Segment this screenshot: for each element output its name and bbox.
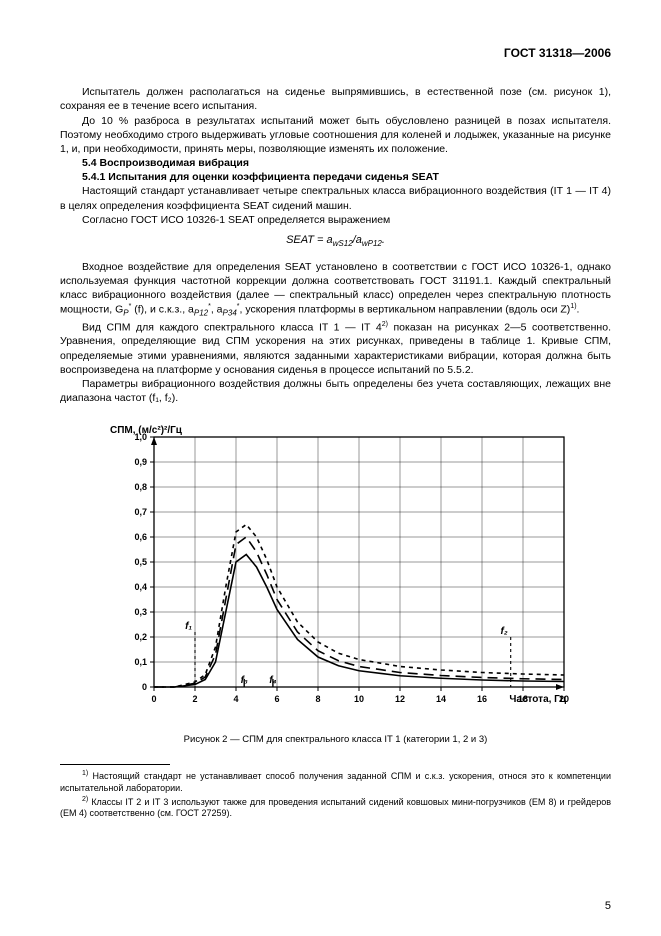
svg-text:12: 12 bbox=[394, 694, 404, 704]
svg-text:10: 10 bbox=[353, 694, 363, 704]
svg-text:0,3: 0,3 bbox=[134, 607, 147, 617]
svg-text:16: 16 bbox=[476, 694, 486, 704]
para-6: Вид СПМ для каждого спектрального класса… bbox=[60, 320, 611, 377]
para-2: До 10 % разброса в результатах испытаний… bbox=[60, 114, 611, 157]
footnote-2-text: Классы IT 2 и IT 3 используют также для … bbox=[60, 797, 611, 819]
section-5-4-1: 5.4.1 Испытания для оценки коэффициента … bbox=[60, 170, 611, 184]
para-5b: (f), и с.к.з., a bbox=[131, 304, 194, 316]
svg-text:6: 6 bbox=[274, 694, 279, 704]
para-6a: Вид СПМ для каждого спектрального класса… bbox=[82, 321, 382, 333]
para-3: Настоящий стандарт устанавливает четыре … bbox=[60, 184, 611, 212]
svg-text:0,5: 0,5 bbox=[134, 557, 147, 567]
svg-text:0,9: 0,9 bbox=[134, 457, 147, 467]
section-5-4: 5.4 Воспроизводимая вибрация bbox=[60, 156, 611, 170]
svg-text:f₁: f₁ bbox=[185, 621, 192, 632]
svg-text:14: 14 bbox=[435, 694, 445, 704]
svg-text:0,6: 0,6 bbox=[134, 532, 147, 542]
para-5d: , ускорения платформы в вертикальном нап… bbox=[240, 304, 571, 316]
svg-text:0,7: 0,7 bbox=[134, 507, 147, 517]
svg-text:0: 0 bbox=[151, 694, 156, 704]
para-4: Согласно ГОСТ ИСО 10326-1 SEAT определяе… bbox=[60, 213, 611, 227]
svg-text:0,4: 0,4 bbox=[134, 582, 147, 592]
svg-text:2: 2 bbox=[192, 694, 197, 704]
para-5c: , a bbox=[211, 304, 223, 316]
svg-text:0,2: 0,2 bbox=[134, 632, 147, 642]
svg-text:0: 0 bbox=[141, 682, 146, 692]
chart-caption: Рисунок 2 — СПМ для спектрального класса… bbox=[60, 734, 611, 747]
svg-text:f₂: f₂ bbox=[500, 626, 507, 637]
para-7: Параметры вибрационного воздействия долж… bbox=[60, 377, 611, 405]
footnote-1-text: Настоящий стандарт не устанавливает спос… bbox=[60, 771, 611, 793]
para-5e: . bbox=[577, 304, 580, 316]
seat-formula: SEAT = awS12/awP12. bbox=[60, 233, 611, 250]
para-1: Испытатель должен располагаться на сиден… bbox=[60, 85, 611, 113]
page-number: 5 bbox=[605, 899, 611, 914]
svg-text:0,8: 0,8 bbox=[134, 482, 147, 492]
spm-chart: СПМ, (м/с²)²/Гц00,10,20,30,40,50,60,70,8… bbox=[96, 419, 576, 723]
doc-code: ГОСТ 31318—2006 bbox=[60, 45, 611, 61]
footnote-1: 1) Настоящий стандарт не устанавливает с… bbox=[60, 769, 611, 794]
svg-text:0,1: 0,1 bbox=[134, 657, 147, 667]
footnote-separator bbox=[60, 764, 170, 765]
svg-text:1,0: 1,0 bbox=[134, 432, 147, 442]
footnote-2: 2) Классы IT 2 и IT 3 используют также д… bbox=[60, 795, 611, 820]
svg-text:8: 8 bbox=[315, 694, 320, 704]
svg-text:Частота, Гц: Частота, Гц bbox=[509, 694, 566, 705]
svg-text:4: 4 bbox=[233, 694, 238, 704]
para-5: Входное воздействие для определения SEAT… bbox=[60, 260, 611, 320]
document-page: ГОСТ 31318—2006 Испытатель должен распол… bbox=[0, 0, 661, 936]
chart-svg: СПМ, (м/с²)²/Гц00,10,20,30,40,50,60,70,8… bbox=[96, 419, 576, 719]
